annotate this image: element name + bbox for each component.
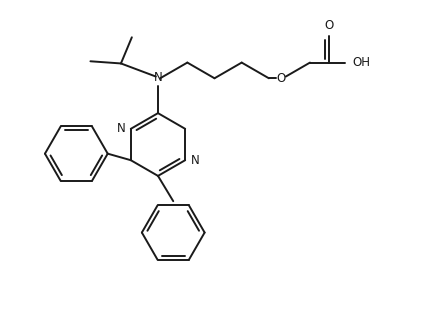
Text: N: N bbox=[154, 71, 162, 85]
Text: N: N bbox=[117, 122, 126, 135]
Text: OH: OH bbox=[352, 56, 371, 69]
Text: O: O bbox=[324, 19, 333, 32]
Text: N: N bbox=[191, 154, 199, 167]
Text: O: O bbox=[276, 72, 285, 85]
